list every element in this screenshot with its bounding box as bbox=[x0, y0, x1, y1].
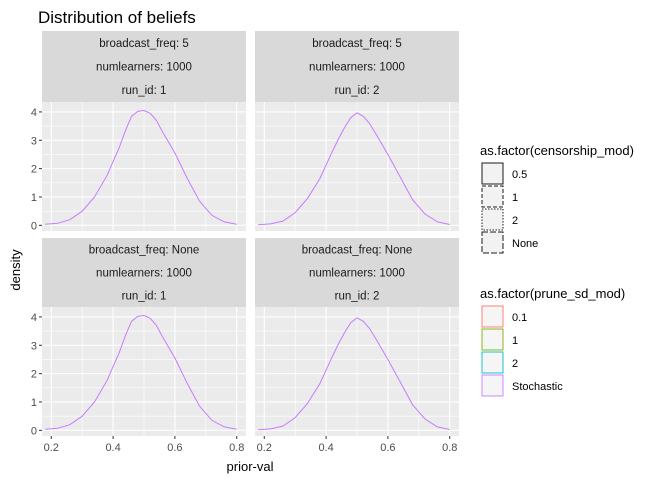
legend-key bbox=[481, 328, 504, 351]
legend-key bbox=[481, 351, 504, 374]
legend-label: 0.5 bbox=[512, 169, 527, 181]
facet-strip-label: numlearners: 1000 bbox=[309, 268, 405, 280]
facet-panels: broadcast_freq: 5 numlearners: 1000 run_id… bbox=[31, 31, 459, 454]
facet-strip-label: broadcast_freq: 5 bbox=[99, 38, 189, 50]
legends: as.factor(censorship_mod)0.512Noneas.fac… bbox=[480, 143, 634, 397]
x-tick-label: 0.2 bbox=[257, 442, 272, 454]
x-tick-label: 0.2 bbox=[44, 442, 59, 454]
y-tick-label: 2 bbox=[31, 369, 37, 381]
facet-strip-label: run_id: 2 bbox=[335, 85, 380, 97]
facet-strip-label: run_id: 1 bbox=[122, 85, 167, 97]
facet-panel: broadcast_freq: 5 numlearners: 1000 run_id… bbox=[255, 31, 459, 231]
y-tick-label: 1 bbox=[31, 192, 37, 204]
facet-strip bbox=[42, 31, 246, 102]
x-tick-label: 0.8 bbox=[229, 442, 244, 454]
legend-label: None bbox=[512, 238, 538, 250]
density-line bbox=[258, 317, 450, 431]
facet-strip-label: numlearners: 1000 bbox=[96, 62, 192, 74]
legend-label: 0.1 bbox=[512, 312, 527, 324]
y-tick-label: 0 bbox=[31, 220, 37, 232]
legend-key bbox=[481, 305, 504, 328]
x-tick-label: 0.4 bbox=[105, 442, 120, 454]
facet-strip-label: run_id: 2 bbox=[335, 291, 380, 303]
facet-strip-label: numlearners: 1000 bbox=[96, 268, 192, 280]
legend-key bbox=[481, 185, 504, 208]
y-tick-label: 4 bbox=[31, 312, 37, 324]
legend-key bbox=[481, 231, 504, 254]
y-tick-label: 1 bbox=[31, 397, 37, 409]
legend-label: 1 bbox=[512, 335, 518, 347]
facet-panel: broadcast_freq: None numlearners: 1000 run… bbox=[255, 238, 459, 454]
legend-label: 2 bbox=[512, 358, 518, 370]
facet-strip bbox=[255, 238, 459, 307]
legend-key bbox=[481, 208, 504, 231]
legend-label: Stochastic bbox=[512, 381, 563, 393]
y-tick-label: 3 bbox=[31, 135, 37, 147]
x-tick-label: 0.6 bbox=[167, 442, 182, 454]
x-tick-label: 0.4 bbox=[318, 442, 333, 454]
legend-label: 1 bbox=[512, 192, 518, 204]
legend-title: as.factor(prune_sd_mod) bbox=[480, 286, 625, 301]
density-line bbox=[45, 314, 237, 430]
y-tick-label: 2 bbox=[31, 164, 37, 176]
x-axis-title: prior-val bbox=[227, 459, 274, 474]
facet-strip-label: broadcast_freq: 5 bbox=[312, 38, 402, 50]
legend: as.factor(censorship_mod) 0.5 1 2 None bbox=[480, 143, 634, 254]
legend-key bbox=[481, 374, 504, 397]
facet-strip-label: broadcast_freq: None bbox=[302, 245, 413, 257]
legend-title: as.factor(censorship_mod) bbox=[480, 143, 634, 158]
x-tick-label: 0.8 bbox=[442, 442, 457, 454]
density-line bbox=[45, 109, 237, 225]
facet-panel: broadcast_freq: None numlearners: 1000 run… bbox=[31, 238, 246, 454]
chart-title: Distribution of beliefs bbox=[38, 8, 196, 27]
facet-strip-label: numlearners: 1000 bbox=[309, 62, 405, 74]
facet-strip bbox=[255, 31, 459, 102]
y-tick-label: 4 bbox=[31, 107, 37, 119]
x-tick-label: 0.6 bbox=[380, 442, 395, 454]
legend: as.factor(prune_sd_mod) 0.1 1 2 Stochastic bbox=[480, 286, 625, 397]
facet-strip-label: broadcast_freq: None bbox=[89, 245, 200, 257]
legend-key bbox=[481, 162, 504, 185]
y-axis-title: density bbox=[8, 249, 23, 291]
facet-strip-label: run_id: 1 bbox=[122, 291, 167, 303]
facet-strip bbox=[42, 238, 246, 307]
legend-label: 2 bbox=[512, 215, 518, 227]
y-tick-label: 0 bbox=[31, 425, 37, 437]
facet-panel: broadcast_freq: 5 numlearners: 1000 run_id… bbox=[31, 31, 246, 232]
density-line bbox=[258, 112, 450, 226]
y-tick-label: 3 bbox=[31, 340, 37, 352]
